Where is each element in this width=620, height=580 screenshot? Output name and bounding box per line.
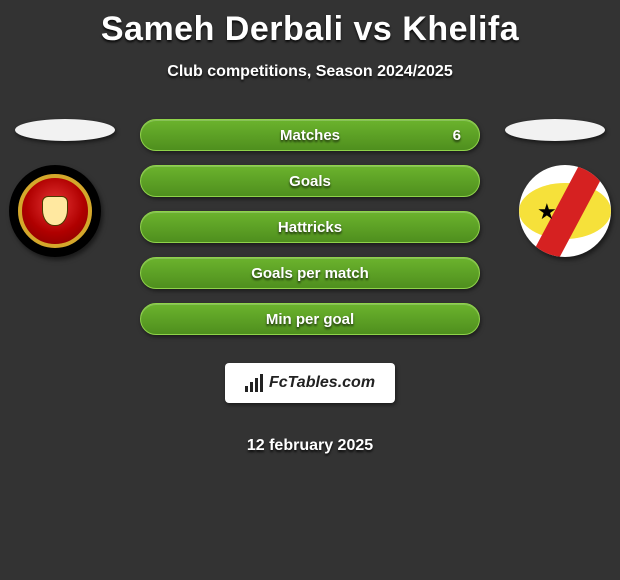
footer-date: 12 february 2025 — [140, 437, 480, 455]
stats-column: Matches 6 Goals Hattricks Goals per matc… — [140, 119, 480, 455]
comparison-layout: Matches 6 Goals Hattricks Goals per matc… — [0, 119, 620, 455]
right-club-logo: ★ — [517, 163, 613, 259]
stat-row-goals-per-match: Goals per match — [140, 257, 480, 289]
stat-label: Goals — [289, 173, 331, 190]
right-player-column: ★ — [500, 119, 610, 259]
right-player-placeholder-ellipse — [505, 119, 605, 141]
page-subtitle: Club competitions, Season 2024/2025 — [0, 63, 620, 81]
brand-badge: FcTables.com — [225, 363, 395, 403]
left-club-logo — [7, 163, 103, 259]
metlaoui-logo-icon: ★ — [519, 165, 611, 257]
stat-row-min-per-goal: Min per goal — [140, 303, 480, 335]
stat-label: Min per goal — [266, 311, 354, 328]
bar-chart-icon — [245, 374, 263, 392]
esperance-logo-icon — [9, 165, 101, 257]
stat-value-right: 6 — [453, 127, 461, 144]
stat-label: Goals per match — [251, 265, 369, 282]
brand-text: FcTables.com — [269, 374, 375, 392]
stat-label: Hattricks — [278, 219, 342, 236]
stat-row-matches: Matches 6 — [140, 119, 480, 151]
stat-row-goals: Goals — [140, 165, 480, 197]
stat-label: Matches — [280, 127, 340, 144]
page-title: Sameh Derbali vs Khelifa — [0, 0, 620, 49]
left-player-placeholder-ellipse — [15, 119, 115, 141]
left-player-column — [10, 119, 120, 259]
stat-row-hattricks: Hattricks — [140, 211, 480, 243]
